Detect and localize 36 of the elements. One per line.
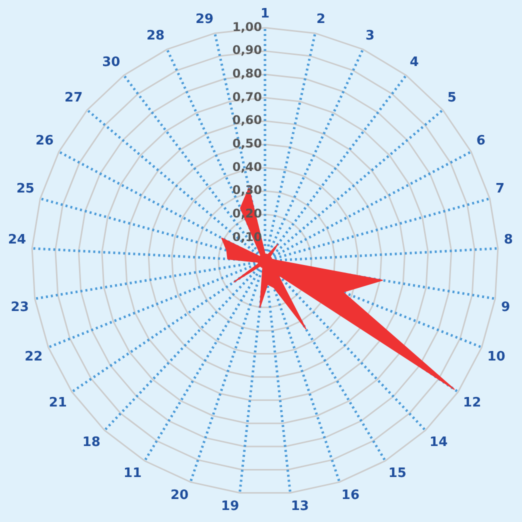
spoke-label: 16 [341, 488, 360, 503]
spoke-label: 25 [16, 182, 34, 197]
spoke-label: 22 [24, 350, 43, 365]
spoke-label: 21 [48, 395, 67, 410]
spoke-label: 20 [170, 488, 189, 503]
spoke-label: 13 [290, 499, 309, 514]
spoke-label: 11 [124, 466, 142, 482]
spoke-label: 30 [102, 55, 120, 70]
y-tick-label: 0,80 [232, 66, 262, 81]
spoke-label: 15 [388, 466, 406, 482]
spoke-label: 18 [82, 434, 100, 450]
y-tick-label: 0,60 [232, 113, 262, 128]
spoke-label: 14 [430, 434, 448, 450]
y-tick-label: 0,50 [232, 136, 262, 150]
spoke-label: 1 [260, 6, 270, 22]
spoke-label: 23 [10, 300, 29, 315]
spoke-label: 24 [8, 232, 26, 248]
y-tick-label: 0,90 [232, 43, 262, 58]
spoke-label: 28 [146, 28, 165, 44]
spoke-label: 8 [504, 232, 513, 248]
y-tick-label: 0,40 [232, 160, 262, 174]
spoke-label: 7 [496, 182, 505, 197]
spoke-label: 4 [410, 55, 419, 70]
spoke-label: 29 [195, 12, 214, 27]
spoke-label: 3 [365, 28, 375, 44]
spoke-label: 26 [36, 134, 54, 149]
spoke-label: 27 [64, 90, 83, 106]
spoke-label: 5 [447, 90, 456, 106]
spoke-label: 9 [501, 300, 510, 315]
spoke-label: 2 [316, 12, 326, 27]
y-tick-label: 0,70 [232, 90, 262, 104]
spoke-label: 10 [487, 350, 506, 365]
spoke-label: 6 [476, 134, 486, 149]
y-tick-label: 1,00 [232, 20, 262, 34]
spoke-label: 12 [463, 395, 482, 410]
spoke-label: 19 [221, 499, 240, 514]
